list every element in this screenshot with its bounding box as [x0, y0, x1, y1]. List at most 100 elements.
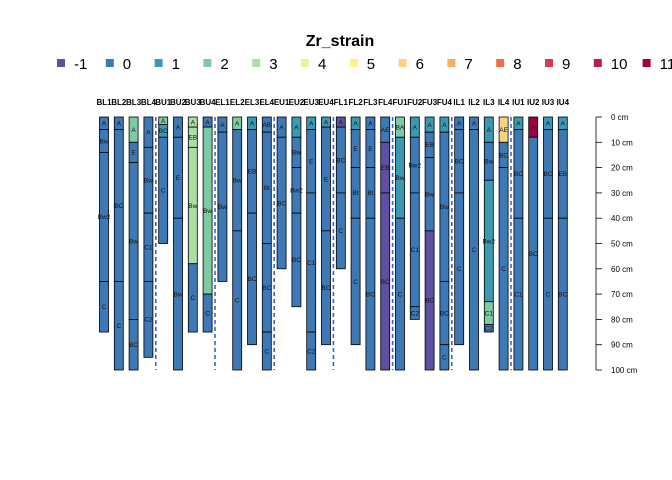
legend-swatch: [593, 59, 602, 67]
horizon-label: C: [338, 228, 343, 235]
horizon-label: Bw: [203, 208, 212, 215]
horizon: [454, 192, 465, 346]
horizon-label: BC: [129, 342, 138, 349]
legend-swatch: [447, 59, 456, 67]
horizon-label: A: [176, 124, 181, 131]
profile-name: BL1: [96, 98, 112, 107]
profile-name: EL3: [245, 98, 260, 107]
horizon-label: Bw: [129, 238, 138, 245]
horizon-label: BA: [396, 124, 405, 131]
horizon-label: E: [324, 176, 329, 183]
horizon: [409, 306, 420, 320]
profile-name: EU1: [274, 98, 290, 107]
horizon-label: A: [427, 122, 432, 129]
horizon-label: A: [368, 121, 373, 128]
horizon-label: C: [161, 188, 166, 195]
profile-name: IU3: [542, 98, 555, 107]
legend-swatch: [496, 59, 505, 67]
horizon-label: C: [457, 266, 462, 273]
horizon: [528, 136, 539, 371]
horizon-label: A: [102, 121, 107, 128]
horizon: [513, 217, 524, 371]
legend-label: 11: [660, 56, 672, 73]
horizon-label: BC: [514, 171, 523, 178]
horizon-label: A: [546, 121, 551, 128]
legend-label: 4: [318, 56, 326, 73]
legend: Zr_strain -1 0 1 2 3 4 5 6 7 8 9 10 11: [57, 33, 672, 73]
legend-title: Zr_strain: [306, 33, 374, 50]
profile-name: BU4: [200, 98, 217, 107]
horizon: [276, 136, 287, 270]
profile-name: BL2: [111, 98, 127, 107]
profile-name: BU1: [155, 98, 172, 107]
horizon-label: AE: [381, 127, 390, 134]
horizon-label: Bw: [144, 178, 153, 185]
axis-tick-label: 0 cm: [611, 113, 629, 122]
profile-name: FL2: [348, 98, 363, 107]
horizon-label: E: [368, 146, 373, 153]
horizon: [261, 331, 272, 371]
horizon-label: EB: [558, 171, 567, 178]
horizon-label: A: [413, 124, 418, 131]
axis-tick-label: 100 cm: [611, 366, 638, 375]
horizon-label: A: [161, 118, 166, 125]
horizon-label: C: [398, 291, 403, 298]
legend-swatch: [252, 59, 261, 67]
horizon: [365, 217, 376, 371]
profile-name: FU1: [392, 98, 408, 107]
horizon-label: Bw2: [98, 214, 111, 221]
horizon-label: BC: [529, 251, 538, 258]
legend-label: 7: [464, 56, 472, 73]
profile-name: IU2: [527, 98, 540, 107]
horizon-label: BC: [499, 152, 508, 159]
horizon-label: Bw: [218, 204, 227, 211]
horizon: [158, 136, 169, 244]
profile-name: EL2: [230, 98, 245, 107]
axis-tick-label: 30 cm: [611, 189, 633, 198]
horizon: [232, 230, 243, 371]
horizon: [543, 217, 553, 371]
horizon-label: C2: [307, 348, 316, 355]
horizon-label: Bw2: [290, 188, 303, 195]
horizon-label: C: [205, 310, 210, 317]
horizon-label: C: [102, 304, 107, 311]
horizon-label: A: [250, 121, 255, 128]
horizon: [483, 324, 494, 333]
profile-name: BL3: [126, 98, 142, 107]
horizon-label: BC: [159, 128, 168, 135]
horizon-label: A: [442, 122, 447, 129]
legend-swatch: [57, 59, 65, 67]
horizon: [99, 281, 109, 333]
horizon-label: A: [487, 127, 492, 134]
horizon-label: C1: [144, 245, 153, 252]
horizon: [321, 230, 331, 346]
horizon-label: C: [442, 355, 447, 362]
horizon-label: A: [294, 124, 299, 131]
axis-tick-label: 20 cm: [611, 164, 633, 173]
horizon-label: EB: [425, 142, 434, 149]
horizon-label: A: [205, 119, 210, 126]
legend-label: 0: [123, 56, 131, 73]
axis-tick-label: 70 cm: [611, 290, 633, 299]
horizon-label: EB: [381, 165, 390, 172]
horizon-label: EB: [188, 135, 197, 142]
legend-label: 2: [220, 56, 228, 73]
horizon-label: BC: [455, 159, 464, 166]
horizon-label: Bw: [395, 175, 404, 182]
horizon: [439, 344, 450, 371]
legend-swatch: [105, 59, 114, 67]
profile-name: FU2: [407, 98, 423, 107]
horizon: [173, 217, 183, 371]
horizon: [113, 281, 124, 371]
legend-swatch: [642, 59, 651, 67]
profile-name: IU1: [512, 98, 525, 107]
profile-name: IL1: [453, 98, 465, 107]
horizon: [306, 331, 317, 371]
horizon: [128, 318, 139, 371]
horizon-label: C1: [514, 291, 523, 298]
horizon-label: BC: [114, 203, 123, 210]
horizon-label: A: [339, 119, 344, 126]
horizon-label: Bt: [367, 190, 373, 197]
horizon: [469, 129, 479, 371]
horizon-label: C: [264, 348, 269, 355]
